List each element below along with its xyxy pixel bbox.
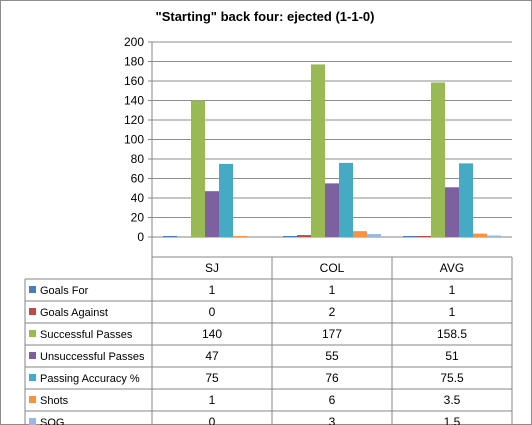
data-label: 1 [449,283,456,297]
data-label: 3 [329,415,336,425]
data-label: 0 [209,415,216,425]
y-tick-label: 100 [124,133,144,147]
data-table: SJ COL AVG Goals For 1 1 1 Goals Against 0 2 1 Succ… [24,42,513,425]
legend-entry: Passing Accuracy % [40,373,140,385]
legend-entry: Goals Against [40,307,108,319]
bar [163,236,177,237]
data-label: 47 [205,349,219,363]
legend-entry: Shots [40,395,69,407]
bar [473,233,487,237]
bar [431,82,445,238]
bar [325,183,339,237]
legend-swatch [29,374,36,381]
data-label: 158.5 [437,327,467,341]
legend-entry: Unsuccessful Passes [40,351,145,363]
legend-entry: Successful Passes [40,329,133,341]
bar [445,187,459,237]
category-label: SJ [205,261,219,275]
data-label: 51 [445,349,459,363]
bar [233,236,247,237]
data-label: 0 [209,305,216,319]
bars [163,64,501,238]
y-tick-label: 0 [137,230,144,244]
data-label: 3.5 [444,393,461,407]
data-label: 1 [209,393,216,407]
data-label: 55 [325,349,339,363]
bar [297,235,311,237]
legend-swatch [29,418,36,425]
bar [367,234,381,237]
data-label: 177 [322,327,342,341]
y-tick-label: 80 [131,152,145,166]
bar [205,191,219,237]
legend-swatch [29,286,36,293]
bar [311,64,325,237]
data-label: 6 [329,393,336,407]
category-label: COL [320,261,345,275]
y-tick-label: 160 [124,74,144,88]
bar [283,236,297,237]
data-label: 1.5 [444,415,461,425]
data-label: 1 [449,305,456,319]
bar [459,163,473,237]
data-label: 140 [202,327,222,341]
bar [339,162,353,237]
bar [417,236,431,237]
bar [487,235,501,237]
legend-swatch [29,396,36,403]
y-tick-label: 20 [131,211,145,225]
data-label: 76 [325,371,339,385]
bar [353,231,367,237]
legend-entry: SOG [40,417,64,425]
y-tick-label: 200 [124,35,144,49]
data-label: 75 [205,371,219,385]
y-tick-label: 120 [124,113,144,127]
data-label: 75.5 [440,371,464,385]
y-tick-label: 40 [131,191,145,205]
legend-swatch [29,352,36,359]
y-tick-label: 140 [124,94,144,108]
bar [191,100,205,237]
legend-swatch [29,308,36,315]
data-label: 2 [329,305,336,319]
data-label: 1 [209,283,216,297]
bar [403,236,417,237]
y-tick-label: 60 [131,172,145,186]
bar [219,163,233,237]
category-label: AVG [440,261,464,275]
y-tick-label: 180 [124,55,144,69]
y-axis-ticks: 0 20 40 60 80 100 120 140 160 180 200 [124,35,144,244]
chart-title: "Starting" back four: ejected (1-1-0) [155,9,375,24]
legend-swatch [29,330,36,337]
data-label: 1 [329,283,336,297]
legend-entry: Goals For [40,285,89,297]
